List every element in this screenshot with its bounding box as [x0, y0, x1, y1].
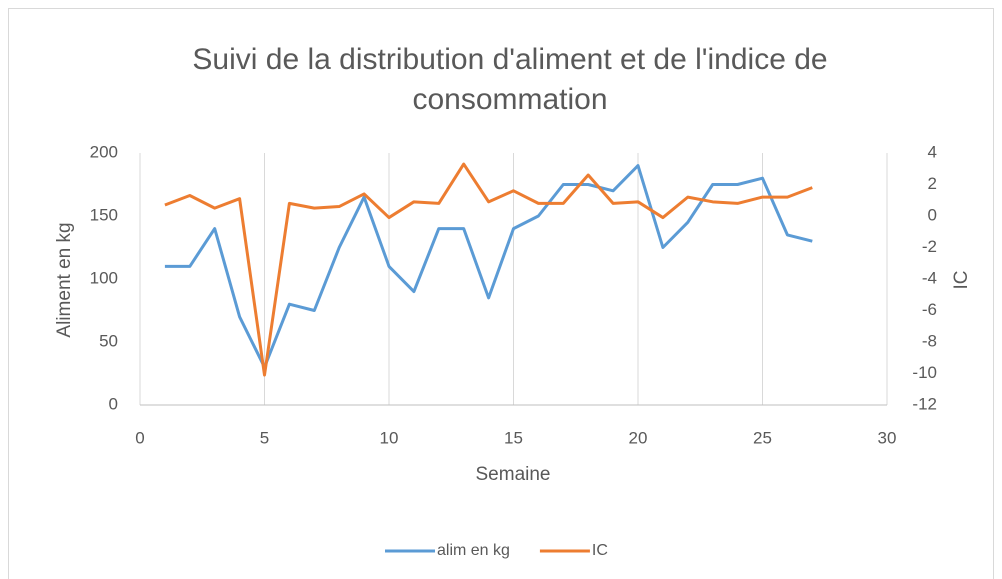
series-line — [164, 164, 813, 369]
y-axis-label: Aliment en kg — [54, 222, 75, 337]
x-axis-label: Semaine — [476, 464, 551, 485]
x-tick-label: 20 — [629, 428, 648, 447]
y2-tick-label: -12 — [912, 394, 937, 413]
legend-label: IC — [592, 542, 608, 559]
y2-tick-label: -8 — [922, 331, 937, 350]
y2-tick-label: -10 — [912, 363, 937, 382]
series-line — [164, 162, 813, 377]
y2-tick-label: -2 — [922, 237, 937, 256]
chart-title: Suivi de la distribution d'aliment et de… — [192, 43, 828, 116]
y2-tick-label: -6 — [922, 300, 937, 319]
y2-tick-label: 4 — [928, 142, 937, 161]
y-tick-label: 200 — [90, 142, 118, 161]
legend-label: alim en kg — [437, 542, 510, 559]
y-tick-label: 150 — [90, 205, 118, 224]
y2-tick-label: -4 — [922, 268, 937, 287]
y-tick-label: 100 — [90, 268, 118, 287]
y2-axis-label: IC — [951, 271, 972, 290]
y2-tick-label: 2 — [928, 174, 937, 193]
x-tick-label: 0 — [135, 428, 144, 447]
y2-tick-label: 0 — [928, 205, 937, 224]
chart-border — [8, 8, 994, 579]
x-tick-label: 25 — [753, 428, 772, 447]
x-tick-label: 15 — [504, 428, 523, 447]
x-tick-label: 30 — [878, 428, 897, 447]
y-tick-label: 50 — [99, 331, 118, 350]
x-tick-label: 5 — [260, 428, 269, 447]
y-tick-label: 0 — [109, 394, 118, 413]
x-tick-label: 10 — [380, 428, 399, 447]
